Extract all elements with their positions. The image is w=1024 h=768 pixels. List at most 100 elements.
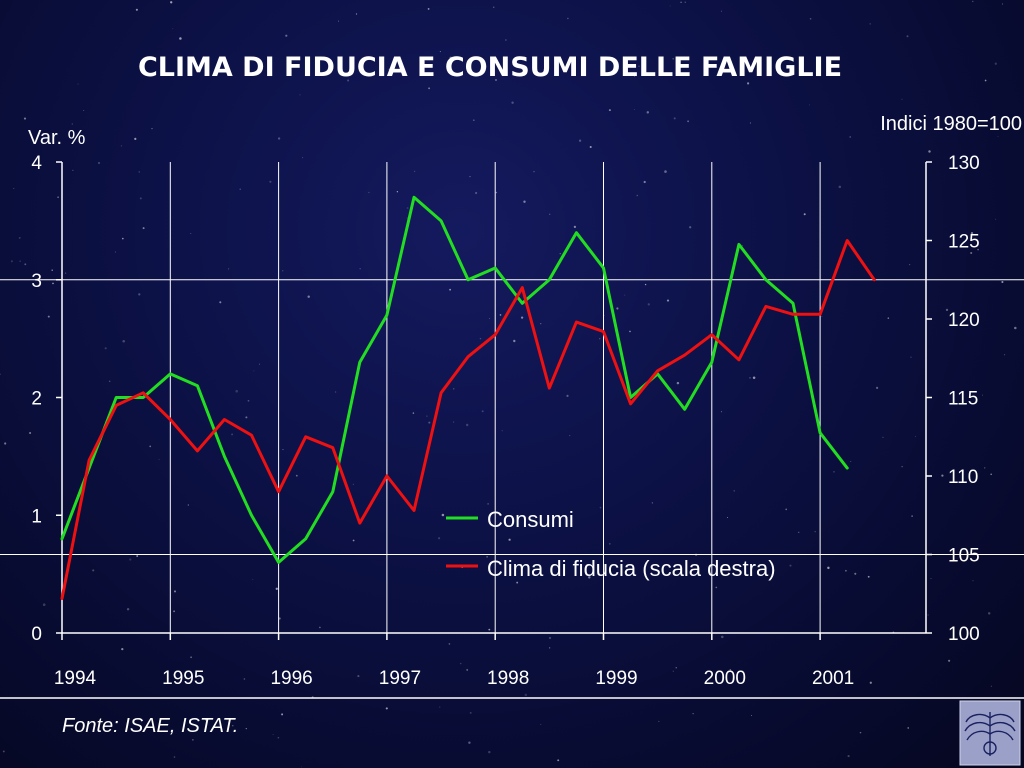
- star: [941, 474, 944, 477]
- star: [449, 288, 451, 291]
- star: [540, 723, 542, 725]
- star: [984, 79, 987, 82]
- star: [489, 318, 490, 319]
- series-line-clima-di-fiducia: [60, 239, 876, 600]
- star: [122, 339, 125, 343]
- star: [647, 303, 650, 306]
- star: [149, 445, 152, 448]
- star: [468, 741, 471, 744]
- star: [733, 490, 735, 492]
- left-tick-label: 4: [31, 153, 42, 174]
- star: [666, 299, 670, 302]
- star: [548, 647, 551, 649]
- star: [987, 612, 991, 615]
- star: [676, 381, 680, 385]
- star: [599, 506, 602, 509]
- star: [479, 337, 482, 340]
- star: [948, 659, 951, 662]
- star: [299, 94, 301, 96]
- star: [412, 412, 415, 414]
- star: [869, 23, 871, 25]
- star: [269, 180, 272, 183]
- star: [720, 411, 722, 413]
- star: [875, 386, 879, 390]
- star: [64, 272, 67, 274]
- star: [235, 389, 238, 393]
- star: [13, 187, 15, 189]
- x-tick-label: 2000: [704, 668, 746, 689]
- chart-title: CLIMA DI FIDUCIA E CONSUMI DELLE FAMIGLI…: [138, 52, 842, 83]
- star: [187, 504, 189, 506]
- star: [990, 685, 993, 687]
- star: [887, 317, 890, 319]
- series: [60, 195, 876, 600]
- star: [4, 442, 7, 445]
- star: [749, 377, 751, 379]
- star: [741, 245, 743, 247]
- star: [636, 194, 639, 197]
- star: [854, 572, 857, 575]
- star: [859, 731, 862, 734]
- star: [901, 98, 903, 100]
- star: [243, 678, 246, 680]
- star: [179, 37, 182, 40]
- star: [239, 188, 241, 190]
- star: [789, 564, 792, 567]
- star: [680, 1, 682, 4]
- star: [2, 750, 5, 753]
- star: [120, 145, 123, 147]
- star: [1014, 326, 1017, 330]
- x-tick-label: 1999: [595, 668, 637, 689]
- star: [359, 268, 361, 270]
- star: [523, 200, 526, 203]
- x-tick-label: 1994: [54, 668, 97, 689]
- star: [972, 0, 974, 3]
- star: [977, 248, 979, 251]
- star: [727, 517, 729, 518]
- star: [608, 109, 611, 112]
- star: [19, 260, 21, 262]
- star: [18, 236, 21, 239]
- right-tick-label: 115: [948, 389, 978, 410]
- star: [910, 356, 912, 358]
- star: [869, 681, 872, 684]
- x-tick-label: 1997: [379, 668, 421, 689]
- star: [253, 370, 255, 372]
- star: [994, 62, 997, 65]
- star: [228, 268, 230, 270]
- star: [368, 191, 370, 194]
- star: [427, 7, 430, 10]
- star: [608, 542, 611, 545]
- star: [272, 734, 274, 735]
- star: [715, 586, 718, 589]
- star: [624, 294, 626, 296]
- star: [995, 218, 997, 220]
- tick-labels: 0 1 2 3 4 100 105 110 115 120 125 130 1994 1995 1996 19…: [31, 153, 979, 689]
- star: [275, 587, 278, 590]
- star: [669, 5, 671, 7]
- star: [475, 191, 478, 195]
- star: [752, 376, 756, 380]
- right-tick-label: 105: [948, 546, 980, 567]
- star: [388, 68, 391, 71]
- star: [1001, 280, 1004, 284]
- left-tick-label: 2: [31, 389, 42, 410]
- star: [172, 28, 174, 30]
- left-tick-label: 3: [31, 271, 42, 292]
- star: [488, 628, 491, 631]
- star: [651, 502, 653, 504]
- star: [524, 693, 528, 697]
- star: [750, 715, 752, 717]
- star: [833, 470, 835, 473]
- left-axis-title: Var. %: [28, 127, 86, 149]
- star: [307, 295, 310, 298]
- star: [247, 399, 250, 402]
- star: [277, 137, 281, 140]
- star: [493, 6, 495, 8]
- star: [92, 569, 95, 572]
- star: [508, 538, 511, 541]
- star: [573, 225, 577, 229]
- star: [385, 707, 388, 710]
- x-tick-label: 1996: [270, 668, 312, 689]
